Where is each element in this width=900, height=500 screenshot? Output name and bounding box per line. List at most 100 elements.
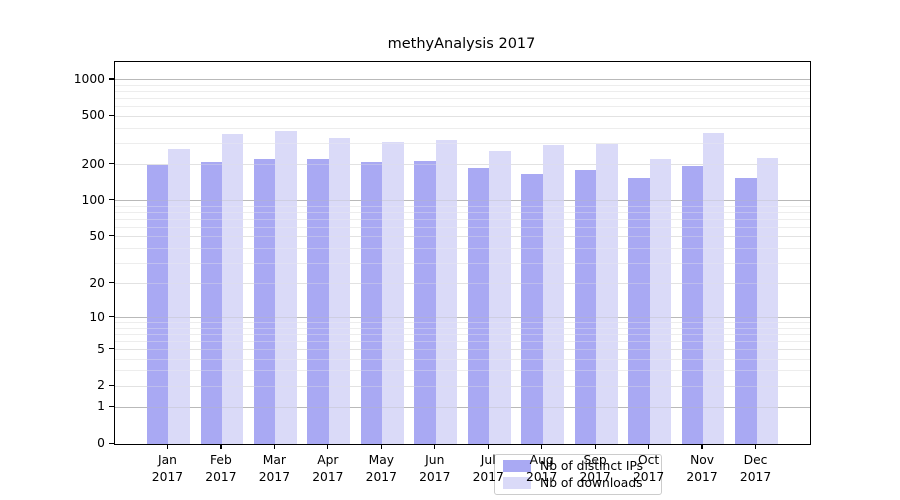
gridline-200 — [115, 164, 810, 165]
x-tick-label-dec: Dec 2017 — [739, 453, 772, 484]
y-tick-label-2: 2 — [97, 378, 105, 393]
x-tick-mark-oct — [648, 444, 650, 449]
legend-swatch-downloads — [503, 476, 531, 489]
x-tick-mark-apr — [327, 444, 329, 449]
bar-downloads-sep — [596, 144, 618, 444]
gridline-7 — [115, 333, 810, 335]
bar-downloads-mar — [275, 130, 297, 444]
bar-distinct-ips-oct — [628, 177, 650, 444]
y-tick-label-10: 10 — [89, 309, 105, 324]
gridline-10 — [115, 317, 810, 319]
bar-distinct-ips-sep — [574, 169, 597, 444]
bar-distinct-ips-may — [360, 161, 383, 444]
legend-label-distinct-ips: Nb of distinct IPs — [540, 459, 644, 474]
chart-title: methyAnalysis 2017 — [387, 36, 536, 52]
y-tick-mark-50 — [109, 235, 114, 237]
gridline-90 — [115, 205, 810, 207]
y-tick-mark-200 — [109, 163, 114, 165]
bar-distinct-ips-jun — [414, 160, 436, 444]
gridlines-layer — [115, 62, 810, 444]
bar-distinct-ips-nov — [681, 165, 704, 444]
x-tick-mark-jan — [166, 444, 169, 449]
bar-downloads-may — [382, 142, 404, 444]
gridline-50 — [115, 236, 810, 238]
y-tick-mark-1000 — [109, 78, 114, 80]
y-tick-mark-0 — [109, 442, 114, 444]
y-tick-mark-500 — [109, 114, 114, 117]
y-tick-mark-2 — [109, 384, 114, 386]
y-tick-label-50: 50 — [89, 228, 105, 243]
bar-distinct-ips-apr — [307, 159, 329, 444]
x-tick-label-nov: Nov 2017 — [686, 453, 718, 484]
x-tick-label-jul: Jul 2017 — [472, 453, 504, 484]
y-tick-mark-1 — [109, 405, 114, 408]
x-tick-mark-aug — [541, 444, 543, 449]
y-tick-label-1000: 1000 — [73, 71, 105, 86]
y-tick-mark-5 — [109, 348, 114, 350]
legend-item-distinct-ips: Nb of distinct IPs — [503, 459, 653, 473]
bar-downloads-nov — [703, 133, 725, 444]
y-tick-label-0: 0 — [97, 436, 105, 450]
bar-distinct-ips-aug — [521, 173, 543, 444]
gridline-80 — [115, 211, 810, 213]
x-tick-mark-feb — [220, 444, 222, 449]
gridline-400 — [115, 127, 810, 129]
bar-distinct-ips-jan — [147, 165, 169, 444]
bar-distinct-ips-jul — [467, 167, 490, 444]
x-tick-mark-nov — [701, 444, 703, 449]
x-tick-mark-jun — [434, 444, 436, 449]
gridline-2 — [115, 385, 810, 387]
gridline-700 — [115, 98, 810, 100]
y-tick-label-500: 500 — [81, 108, 105, 123]
bar-downloads-dec — [756, 158, 778, 444]
gridline-300 — [115, 142, 810, 144]
x-tick-mark-mar — [273, 444, 275, 449]
y-tick-label-5: 5 — [97, 341, 105, 356]
legend-swatch-distinct-ips — [503, 460, 531, 473]
gridline-800 — [115, 91, 810, 93]
x-tick-mark-may — [380, 444, 382, 449]
x-tick-mark-sep — [594, 444, 596, 449]
gridline-5 — [115, 349, 810, 351]
gridline-8 — [115, 327, 810, 329]
x-tick-mark-dec — [754, 444, 757, 449]
x-tick-mark-jul — [487, 444, 489, 449]
gridline-3 — [115, 370, 810, 372]
gridline-40 — [115, 247, 810, 249]
y-tick-label-200: 200 — [81, 156, 105, 171]
legend-item-downloads: Nb of downloads — [503, 476, 653, 490]
gridline-1000 — [115, 79, 810, 81]
gridline-6 — [115, 340, 810, 342]
y-tick-mark-20 — [109, 282, 114, 284]
x-tick-label-oct: Oct 2017 — [632, 453, 665, 484]
x-tick-label-feb: Feb 2017 — [205, 453, 237, 484]
x-tick-label-mar: Mar 2017 — [258, 453, 291, 484]
bar-downloads-jul — [489, 150, 511, 444]
bar-distinct-ips-feb — [200, 161, 222, 444]
y-tick-label-20: 20 — [89, 275, 105, 290]
x-tick-label-may: May 2017 — [365, 453, 397, 484]
gridline-9 — [115, 322, 810, 324]
gridline-500 — [115, 115, 810, 117]
bar-downloads-jan — [168, 149, 190, 444]
x-tick-label-aug: Aug 2017 — [526, 453, 558, 484]
bar-distinct-ips-dec — [735, 177, 757, 444]
gridline-70 — [115, 218, 810, 220]
bars-layer — [115, 62, 810, 444]
y-tick-label-1: 1 — [97, 399, 105, 414]
gridline-4 — [115, 358, 810, 360]
bar-downloads-jun — [435, 140, 458, 444]
x-tick-label-jan: Jan 2017 — [151, 453, 184, 484]
gridline-30 — [115, 262, 810, 264]
x-tick-label-sep: Sep 2017 — [579, 453, 611, 484]
bar-distinct-ips-mar — [254, 158, 276, 444]
gridline-100 — [115, 200, 810, 202]
bar-downloads-apr — [328, 138, 351, 444]
bar-downloads-aug — [542, 145, 565, 444]
legend-label-downloads: Nb of downloads — [540, 475, 643, 490]
y-tick-mark-10 — [109, 316, 114, 318]
y-tick-label-100: 100 — [81, 192, 105, 207]
chart-legend: Nb of distinct IPs Nb of downloads — [494, 454, 662, 495]
gridline-20 — [115, 283, 810, 285]
